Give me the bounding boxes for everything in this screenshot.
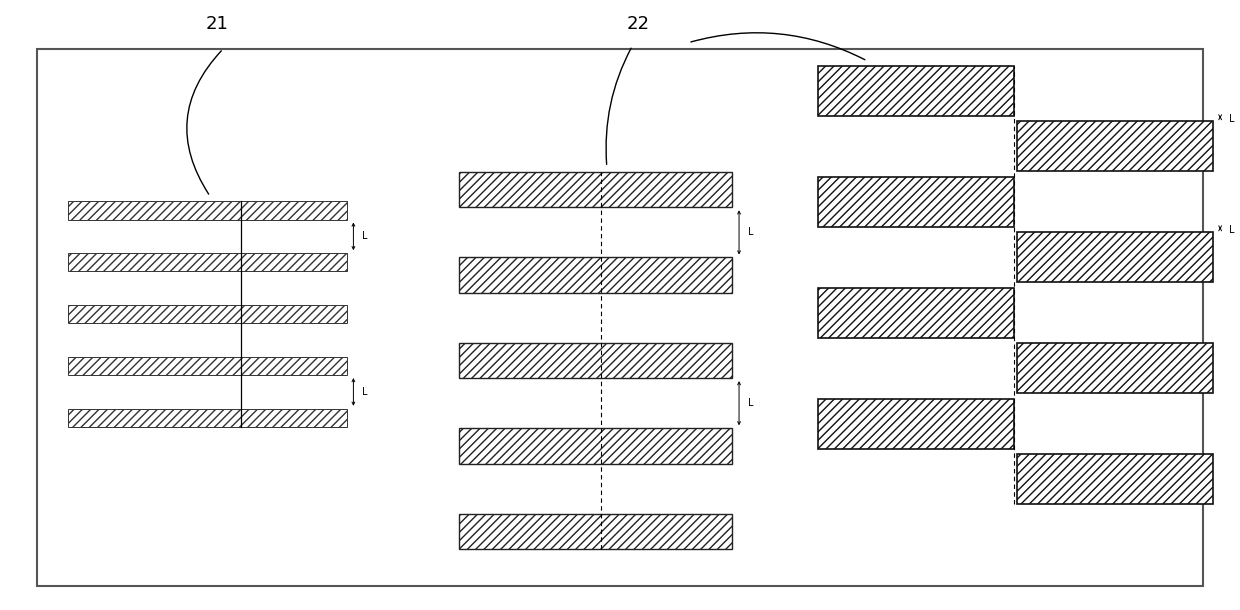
Bar — [1017, 121, 1213, 171]
Bar — [818, 66, 1014, 116]
Text: L: L — [362, 387, 367, 397]
Bar — [68, 201, 347, 220]
Bar — [68, 357, 347, 375]
Text: L: L — [748, 398, 753, 408]
Bar — [459, 514, 732, 549]
Bar — [1017, 454, 1213, 504]
Text: 22: 22 — [627, 15, 650, 34]
Bar — [68, 409, 347, 427]
Bar — [68, 305, 347, 323]
Text: L: L — [748, 228, 753, 237]
Text: L: L — [1229, 113, 1234, 124]
Bar — [459, 428, 732, 464]
Text: 21: 21 — [206, 15, 228, 34]
Bar — [37, 49, 1203, 586]
Bar — [68, 253, 347, 271]
Text: L: L — [362, 231, 367, 242]
Bar — [459, 343, 732, 378]
Bar — [818, 399, 1014, 449]
Bar — [1017, 343, 1213, 393]
Text: L: L — [1229, 224, 1234, 235]
Bar — [459, 172, 732, 207]
Bar — [459, 257, 732, 293]
Bar — [1017, 232, 1213, 282]
Bar — [818, 177, 1014, 227]
Bar — [818, 288, 1014, 338]
